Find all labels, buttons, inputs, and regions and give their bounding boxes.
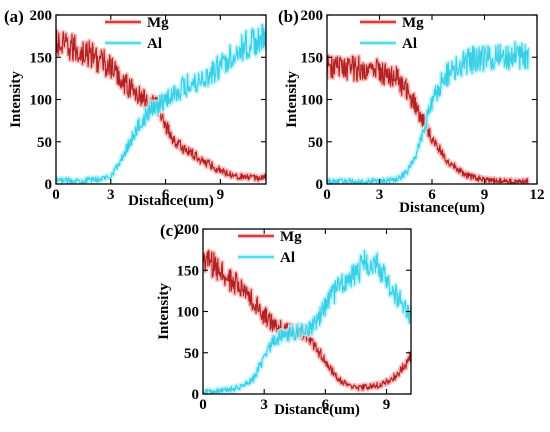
x-tick-label: 9	[481, 187, 489, 203]
legend-label-al: Al	[280, 250, 295, 266]
x-tick-label: 9	[217, 187, 225, 203]
y-tick-label: 150	[301, 50, 324, 66]
y-tick-label: 50	[308, 135, 323, 151]
y-tick-label: 0	[45, 177, 53, 193]
x-tick-label: 9	[383, 397, 391, 413]
series-al-line	[203, 250, 411, 394]
panel-letter: (a)	[4, 7, 24, 26]
series-mg-line	[56, 30, 266, 182]
panel-letter: (b)	[278, 7, 299, 26]
y-axis-label: Intensity	[8, 71, 24, 128]
x-tick-label: 0	[52, 187, 60, 203]
y-tick-label: 0	[192, 387, 200, 403]
x-tick-label: 0	[323, 187, 331, 203]
y-tick-label: 200	[177, 222, 200, 238]
x-tick-label: 6	[428, 187, 436, 203]
x-tick-label: 6	[162, 187, 170, 203]
plot-frame	[202, 228, 412, 395]
x-axis-label: Distance(um)	[128, 193, 214, 209]
x-tick-label: 3	[376, 187, 384, 203]
panel-letter: (c)	[160, 221, 179, 240]
panel-3: 0 50 100 150 200 0 3 6 9 Distance(um) Intensity (c)…	[156, 221, 412, 418]
y-tick-label: 150	[30, 50, 53, 66]
x-tick-label: 3	[260, 397, 268, 413]
y-tick-label: 100	[30, 93, 53, 109]
legend-label-al: Al	[402, 36, 417, 52]
x-axis-label: Distance(um)	[399, 200, 485, 216]
x-tick-label: 6	[322, 397, 330, 413]
y-axis-label: Intensity	[284, 71, 300, 128]
panel-2: 0 50 100 150 200 0 3 6 9 12 Distance(um) Intensity (…	[278, 7, 545, 216]
x-tick-label: 0	[199, 397, 207, 413]
y-tick-label: 200	[301, 8, 324, 24]
legend-label-mg: Mg	[280, 229, 302, 245]
y-tick-label: 100	[301, 93, 324, 109]
y-axis-label: Intensity	[156, 283, 172, 340]
legend-label-mg: Mg	[402, 15, 424, 31]
legend-label-al: Al	[147, 36, 162, 52]
series-al-line	[56, 23, 266, 184]
y-tick-label: 100	[177, 305, 200, 321]
x-axis-label: Distance(um)	[274, 402, 360, 418]
legend-label-mg: Mg	[147, 15, 169, 31]
x-tick-label: 12	[530, 187, 545, 203]
y-tick-label: 150	[177, 263, 200, 279]
y-tick-label: 50	[37, 135, 52, 151]
y-tick-label: 50	[184, 346, 199, 362]
y-tick-label: 0	[316, 177, 324, 193]
y-tick-label: 200	[30, 8, 53, 24]
series-al-line	[327, 41, 529, 184]
x-tick-label: 3	[107, 187, 115, 203]
